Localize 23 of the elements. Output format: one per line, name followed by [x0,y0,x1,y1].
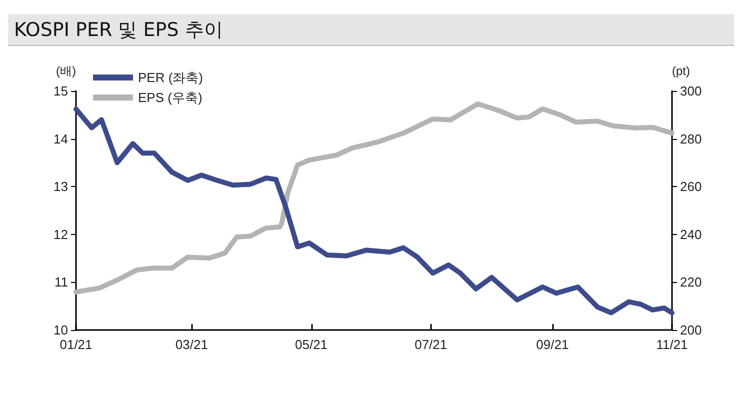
y2-tick-label: 300 [680,84,702,98]
x-tick-label: 03/21 [175,337,208,352]
x-tick-label: 05/21 [294,337,328,352]
x-tick-label: 11/21 [656,337,688,352]
legend-label: PER (좌축) [138,70,203,85]
legend-label: EPS (우축) [138,90,202,105]
x-tick-label: 01/21 [60,337,92,352]
x-tick-label: 07/21 [414,337,448,352]
y2-tick-label: 240 [680,226,702,242]
y2-tick-label: 280 [680,131,702,146]
y-tick-label: 15 [54,84,68,98]
y-tick-label: 13 [54,179,68,194]
x-tick-label: 09/21 [536,337,569,352]
y-axis-title: (배) [56,64,76,78]
y-tick-label: 14 [54,131,68,146]
y2-tick-label: 200 [680,322,702,338]
y2-axis-title: (pt) [672,64,690,78]
y-tick-label: 10 [54,322,68,338]
chart-title: KOSPI PER 및 EPS 추이 [8,14,734,46]
y2-tick-label: 220 [680,274,702,290]
y-tick-label: 12 [54,226,68,242]
y2-tick-label: 260 [680,179,702,194]
y-tick-label: 11 [54,274,68,290]
